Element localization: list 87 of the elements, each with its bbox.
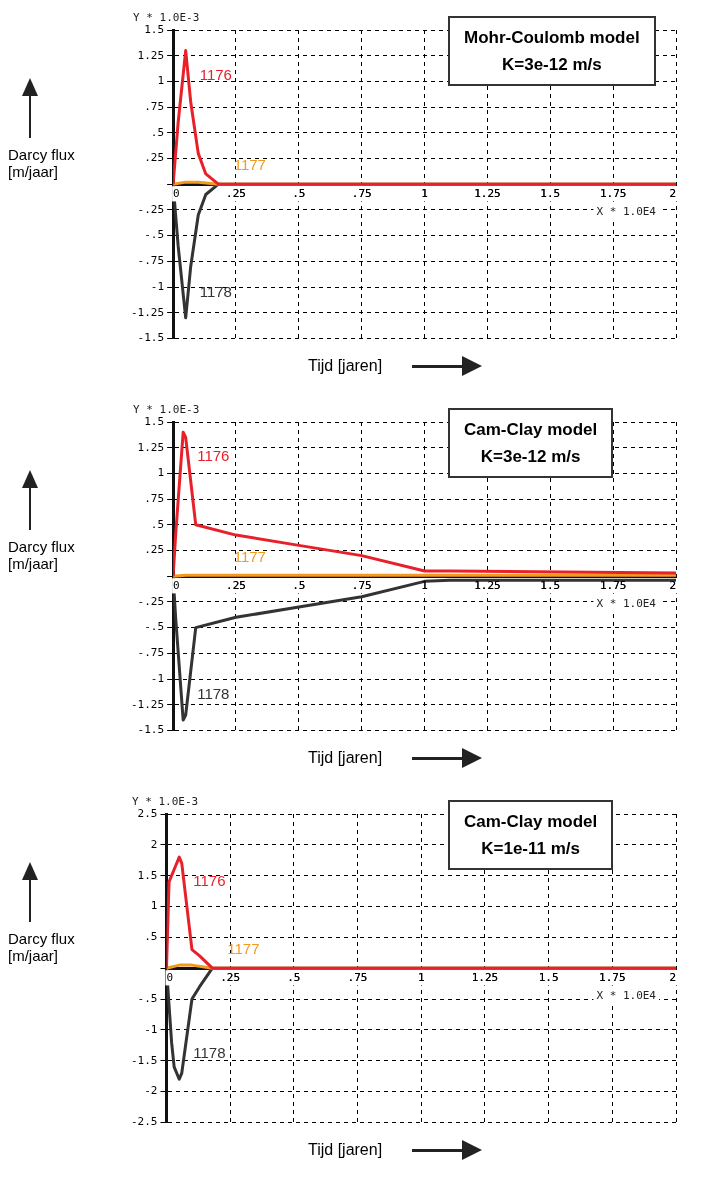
text: Y * 1.0E-3	[132, 795, 199, 809]
x-tick-label: .25	[226, 186, 246, 200]
x-tick-label: 2	[669, 186, 676, 200]
annotation: X * 1.0E4	[596, 988, 657, 1002]
annotation: K=1e-11 m/s	[480, 838, 581, 861]
y-tick-label: -.5	[144, 620, 165, 634]
y-axis-title: Darcy flux [m/jaar]	[8, 538, 76, 572]
series-label: 1177	[233, 548, 266, 566]
y-tick-label: -2	[144, 1084, 158, 1098]
y-tick-label: 1.5	[137, 868, 158, 882]
x-tick-label: .5	[292, 578, 306, 592]
x-tick-label: .25	[220, 970, 241, 984]
y-tick-label: 1.5	[144, 22, 165, 36]
y-tick-label: .5	[150, 125, 165, 139]
y-tick-label: -.5	[137, 991, 158, 1005]
x-axis-title: Tijd [jaren]	[308, 357, 383, 375]
y-tick-label: .5	[150, 517, 165, 531]
y-tick-label: .75	[144, 99, 165, 113]
series-label: 1177	[227, 940, 260, 958]
series-label: 1178	[197, 685, 230, 703]
x-tick-label: 1.75	[599, 186, 627, 200]
x-tick-label: 1.75	[599, 970, 626, 984]
y-tick-label: 1	[150, 899, 158, 913]
y-axis-title: Darcy flux [m/jaar]	[8, 930, 76, 964]
y-tick-label: -1	[150, 671, 165, 685]
series-label: 1176	[193, 872, 226, 890]
annotation: Cam-Clay model	[464, 419, 598, 441]
y-tick-label: 1	[157, 466, 165, 480]
x-tick-label: .25	[226, 578, 246, 592]
y-tick-label: .25	[144, 543, 165, 557]
x-axis-title: Tijd [jaren]	[308, 749, 383, 767]
x-tick-label: 1.75	[599, 578, 627, 592]
y-tick-label: 1.5	[144, 414, 165, 428]
x-tick-label: .5	[287, 970, 301, 984]
x-tick-label: .75	[347, 970, 368, 984]
x-tick-label: 1.5	[540, 186, 561, 200]
x-tick-label: .75	[351, 578, 372, 592]
y-axis-title: Darcy flux [m/jaar]	[8, 146, 76, 180]
x-tick-label: 1.25	[471, 970, 499, 984]
y-tick-label: 2.5	[137, 806, 158, 820]
annotation: Cam-Clay model	[464, 811, 598, 833]
y-tick-label: 1	[157, 74, 165, 88]
x-tick-label: 1.5	[540, 578, 561, 592]
annotation: K=3e-12 m/s	[500, 54, 603, 77]
x-tick-label: 1	[417, 970, 425, 984]
x-tick-label: 2	[669, 970, 676, 984]
y-tick-label: -2.5	[130, 1115, 158, 1129]
y-tick-label: -.25	[137, 594, 165, 608]
y-tick-label: -.75	[137, 254, 165, 268]
y-tick-label: -1.5	[137, 331, 165, 345]
x-axis-title: Tijd [jaren]	[308, 1141, 383, 1159]
x-tick-label: 2	[669, 578, 676, 592]
y-tick-label: 1.25	[137, 440, 165, 454]
y-tick-label: -1.25	[130, 305, 165, 319]
annotation: Mohr-Coulomb model	[464, 27, 640, 49]
y-tick-label: -1	[144, 1022, 158, 1036]
text: Y * 1.0E-3	[133, 403, 200, 417]
annotation: K=3e-12 m/s	[479, 446, 582, 469]
x-tick-label: 0	[166, 970, 174, 984]
series-label: 1178	[193, 1044, 226, 1062]
series-label: 1176	[197, 447, 230, 465]
y-tick-label: -.75	[137, 646, 165, 660]
annotation: X * 1.0E4	[596, 204, 657, 218]
y-tick-label: -1	[150, 279, 165, 293]
y-tick-label: -.25	[137, 202, 165, 216]
series-label: 1176	[199, 65, 232, 83]
x-tick-label: 0	[173, 186, 180, 200]
series-label: 1178	[199, 282, 232, 300]
y-tick-label: -1.25	[130, 697, 165, 711]
text: Y * 1.0E-3	[133, 11, 200, 25]
x-tick-label: .5	[292, 186, 306, 200]
y-tick-label: 2	[150, 837, 158, 851]
x-tick-label: .75	[351, 186, 372, 200]
y-tick-label: -1.5	[137, 723, 165, 737]
x-tick-label: 0	[173, 578, 180, 592]
y-tick-label: -1.5	[130, 1053, 158, 1067]
x-tick-label: 1	[421, 186, 428, 200]
y-tick-label: .5	[144, 930, 158, 944]
x-tick-label: 1.5	[538, 970, 559, 984]
x-tick-label: 1.25	[474, 186, 501, 200]
y-tick-label: 1.25	[137, 48, 165, 62]
x-tick-label: 1.25	[474, 578, 501, 592]
annotation: X * 1.0E4	[596, 596, 657, 610]
y-tick-label: -.5	[144, 228, 165, 242]
series-label: 1177	[233, 156, 266, 174]
y-tick-label: .75	[144, 491, 165, 505]
y-tick-label: .25	[144, 151, 165, 165]
